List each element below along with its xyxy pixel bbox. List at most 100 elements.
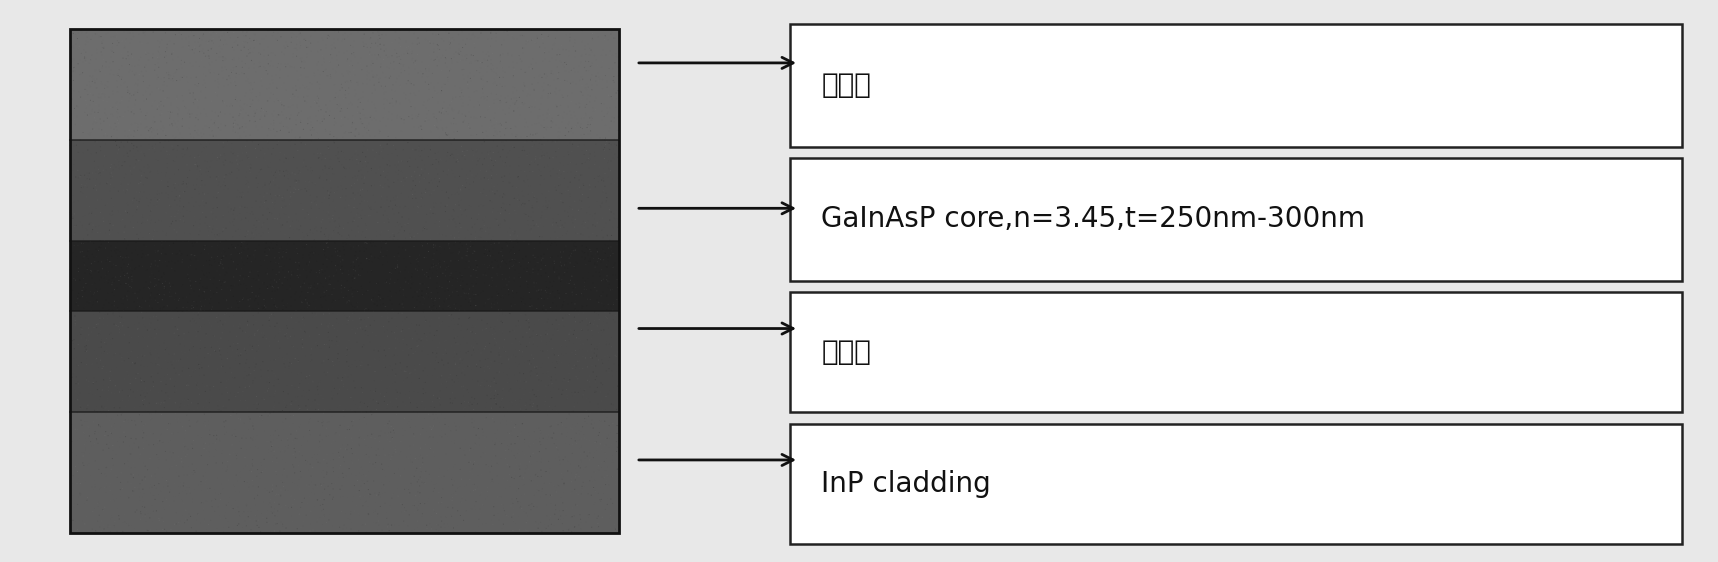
- Point: [223, 185, 251, 194]
- Point: [168, 115, 196, 124]
- Point: [134, 244, 161, 253]
- Point: [512, 138, 539, 147]
- Point: [335, 100, 362, 109]
- Point: [567, 94, 594, 103]
- Point: [263, 84, 290, 93]
- Point: [203, 189, 230, 198]
- Point: [222, 230, 249, 239]
- Point: [287, 118, 314, 127]
- Point: [187, 480, 215, 489]
- Point: [112, 221, 139, 230]
- Point: [88, 77, 115, 86]
- Point: [328, 107, 356, 116]
- Point: [596, 103, 624, 112]
- Point: [335, 365, 362, 374]
- Point: [156, 60, 184, 69]
- Point: [175, 395, 203, 404]
- Point: [241, 274, 268, 283]
- Point: [228, 148, 256, 157]
- Point: [567, 115, 594, 124]
- Point: [325, 295, 352, 304]
- Point: [113, 173, 141, 182]
- Point: [361, 507, 388, 516]
- Point: [600, 101, 627, 110]
- Point: [517, 452, 545, 461]
- Point: [338, 435, 366, 444]
- Point: [404, 260, 431, 269]
- Point: [517, 307, 545, 316]
- Point: [113, 456, 141, 465]
- Point: [129, 346, 156, 355]
- Point: [170, 342, 198, 351]
- Point: [96, 257, 124, 266]
- Point: [103, 65, 131, 74]
- Point: [261, 51, 289, 60]
- Point: [467, 348, 495, 357]
- Point: [148, 100, 175, 109]
- Point: [225, 120, 253, 129]
- Point: [347, 471, 375, 480]
- Point: [215, 517, 242, 526]
- Point: [191, 201, 218, 210]
- Point: [381, 379, 409, 388]
- Point: [354, 477, 381, 486]
- Point: [332, 97, 359, 106]
- Point: [596, 216, 624, 225]
- Point: [601, 58, 629, 67]
- Point: [553, 57, 581, 66]
- Point: [553, 428, 581, 437]
- Point: [591, 35, 618, 44]
- Point: [285, 298, 313, 307]
- Point: [455, 361, 483, 370]
- Point: [225, 187, 253, 196]
- Point: [423, 338, 450, 347]
- Point: [222, 37, 249, 46]
- Point: [165, 125, 192, 134]
- Point: [89, 314, 117, 323]
- Point: [189, 283, 216, 292]
- Point: [117, 385, 144, 394]
- Point: [479, 330, 507, 339]
- Point: [186, 189, 213, 198]
- Point: [603, 437, 631, 446]
- Point: [65, 150, 93, 159]
- Point: [301, 396, 328, 405]
- Point: [65, 516, 93, 525]
- Point: [89, 446, 117, 455]
- Point: [134, 297, 161, 306]
- Point: [383, 49, 411, 58]
- Point: [340, 323, 368, 332]
- Point: [251, 149, 278, 158]
- Point: [175, 43, 203, 52]
- Point: [180, 251, 208, 260]
- Point: [581, 500, 608, 509]
- Point: [149, 398, 177, 407]
- Point: [373, 398, 400, 407]
- Point: [486, 492, 514, 501]
- Point: [354, 202, 381, 211]
- Point: [488, 138, 515, 147]
- Point: [359, 71, 387, 80]
- Point: [534, 272, 562, 281]
- Point: [297, 402, 325, 411]
- Point: [213, 465, 241, 474]
- Point: [247, 527, 275, 536]
- Point: [423, 509, 450, 518]
- Point: [440, 92, 467, 101]
- Point: [452, 289, 479, 298]
- Point: [588, 226, 615, 235]
- Point: [373, 96, 400, 105]
- Point: [129, 249, 156, 258]
- Point: [409, 169, 436, 178]
- Point: [278, 198, 306, 207]
- Point: [98, 242, 125, 251]
- Point: [402, 181, 430, 190]
- Point: [512, 316, 539, 325]
- Point: [364, 38, 392, 47]
- Point: [234, 254, 261, 263]
- Point: [313, 255, 340, 264]
- Point: [119, 502, 146, 511]
- Point: [405, 436, 433, 445]
- Point: [584, 130, 612, 139]
- Point: [302, 433, 330, 442]
